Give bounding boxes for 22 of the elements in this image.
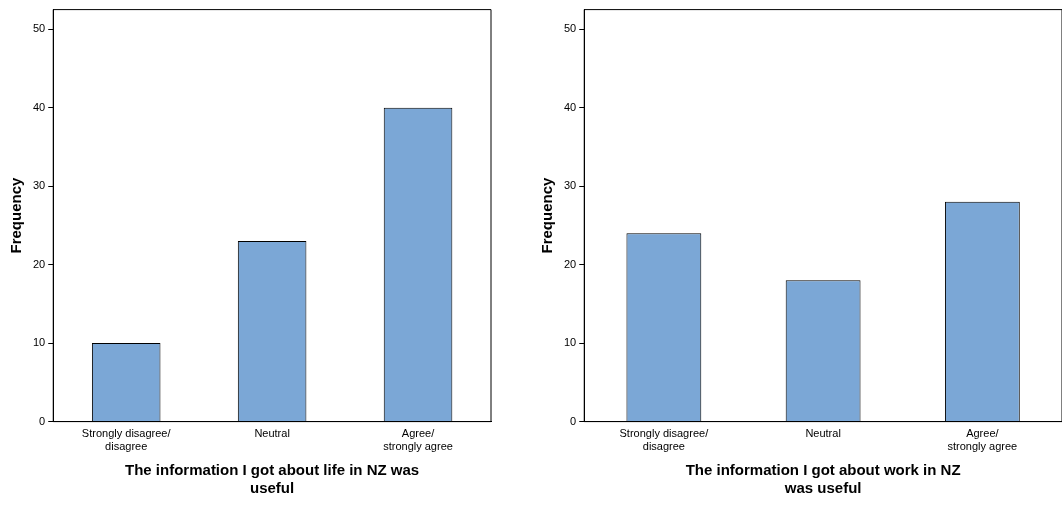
y-tick-label: 50	[32, 22, 46, 35]
y-tick-label: 0	[39, 414, 46, 427]
y-tick-label: 10	[32, 336, 46, 349]
y-tick-label: 30	[32, 179, 46, 192]
y-tick-label: 40	[32, 100, 46, 113]
y-tick-label: 40	[563, 100, 577, 113]
y-tick-label: 10	[563, 336, 577, 349]
x-axis-title: The information I got about work in NZ was useful	[685, 461, 961, 497]
x-tick-label: Strongly disagree/ disagree	[619, 427, 710, 453]
y-axis-title: Frequency	[538, 177, 556, 254]
y-tick-label: 30	[563, 179, 577, 192]
x-tick-label: Neutral	[254, 427, 290, 440]
y-tick-label: 50	[563, 22, 577, 35]
x-tick-label: Agree/ strongly agree	[383, 427, 453, 453]
y-tick-label: 20	[563, 257, 577, 270]
y-tick-label: 0	[570, 414, 577, 427]
y-axis-title: Frequency	[7, 177, 25, 254]
x-axis-title: The information I got about life in NZ was useful	[125, 461, 420, 497]
x-tick-label: Strongly disagree/ disagree	[81, 427, 172, 453]
x-tick-label: Agree/ strongly agree	[947, 427, 1018, 453]
x-tick-label: Neutral	[805, 427, 841, 440]
y-tick-label: 20	[32, 257, 46, 270]
